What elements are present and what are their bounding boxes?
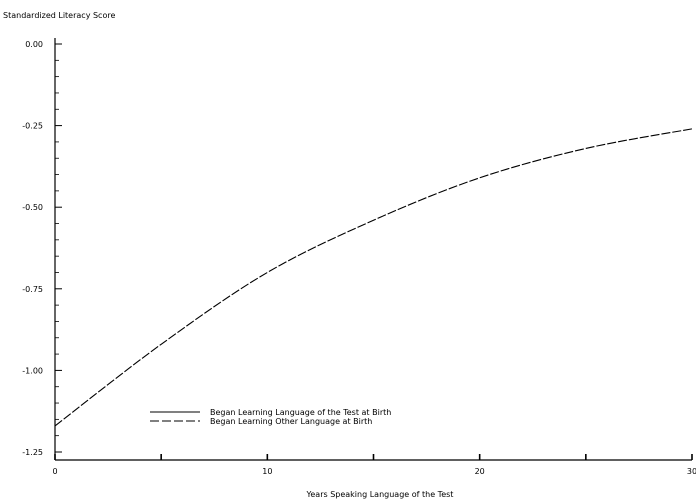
legend: Began Learning Language of the Test at B…: [150, 408, 391, 426]
y-tick-label: -0.75: [22, 285, 43, 294]
x-ticks: 0 10 20 30: [52, 454, 696, 476]
x-tick-label: 10: [262, 467, 272, 476]
legend-label-1: Began Learning Language of the Test at B…: [210, 408, 391, 417]
y-tick-label: -0.25: [22, 122, 43, 131]
x-tick-label: 30: [687, 467, 696, 476]
y-tick-label: -0.50: [22, 203, 43, 212]
x-tick-label: 0: [52, 467, 57, 476]
legend-label-2: Began Learning Other Language at Birth: [210, 417, 372, 426]
x-tick-label: 20: [475, 467, 485, 476]
y-axis-title: Standardized Literacy Score: [3, 11, 115, 20]
y-ticks: 0.00 -0.25 -0.50 -0.75 -1.00 -1.25: [22, 40, 62, 457]
series-line-2: [54, 128, 693, 427]
y-tick-label: -1.00: [22, 366, 43, 375]
y-tick-label: 0.00: [25, 40, 43, 49]
y-tick-label: -1.25: [22, 448, 43, 457]
x-axis-title: Years Speaking Language of the Test: [306, 490, 454, 499]
series-group: [54, 128, 693, 427]
